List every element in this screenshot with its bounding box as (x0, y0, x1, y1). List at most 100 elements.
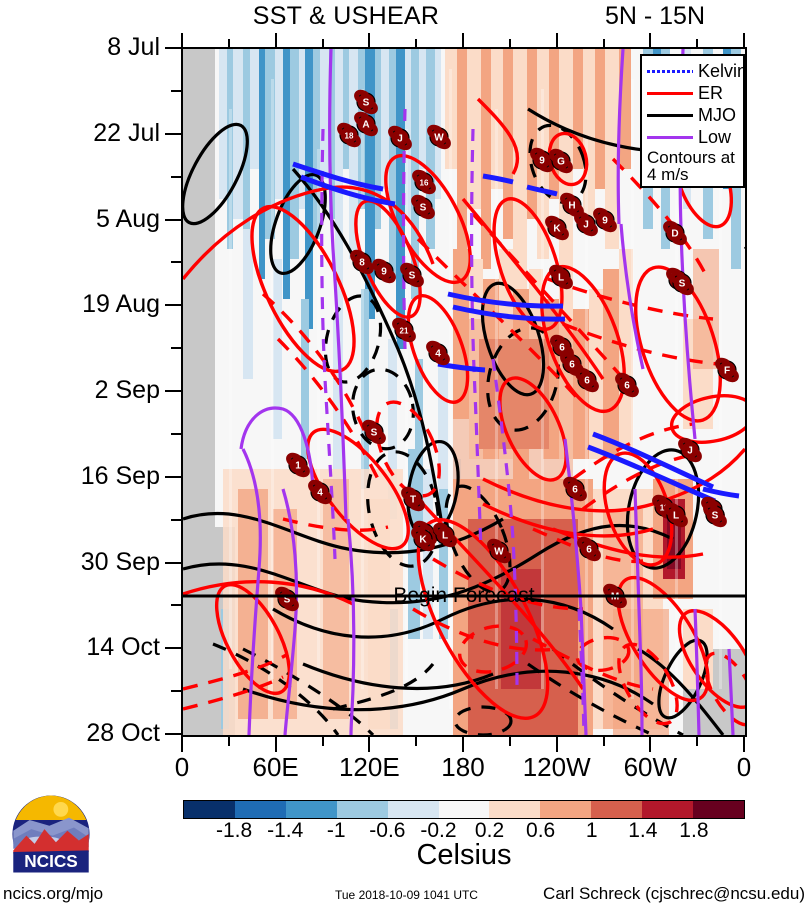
storm-marker-label: L (442, 531, 448, 542)
colorbar-tick: -1.8 (215, 819, 253, 842)
storm-marker: 9 (372, 258, 396, 284)
y-tick-major (165, 304, 181, 307)
colorbar-segment (336, 801, 388, 818)
x-tick-major (462, 33, 464, 47)
x-axis-label: 0 (736, 752, 752, 782)
storm-marker-label: 4 (435, 349, 441, 360)
storm-marker: 6 (575, 367, 599, 393)
y-axis-label: 22 Jul (93, 118, 160, 147)
legend-label-kelvin: Kelvin (698, 61, 748, 81)
colorbar-tick: 0.6 (526, 819, 556, 842)
storm-marker-label: 6 (584, 376, 590, 387)
colorbar-segment (387, 801, 439, 818)
x-tick-major (274, 33, 277, 47)
storm-marker: 18 (337, 122, 361, 148)
y-axis-label: 16 Sep (80, 461, 160, 490)
storm-marker-label: F (724, 366, 730, 377)
y-tick-minor (171, 175, 181, 178)
storm-marker-label: S (420, 203, 427, 214)
storm-marker: 6 (615, 372, 639, 398)
y-axis-label: 14 Oct (86, 633, 160, 662)
storm-marker: W (427, 124, 451, 150)
colorbar-segment (693, 801, 744, 818)
storm-marker: 16 (412, 169, 436, 195)
storm-marker: G (549, 148, 573, 174)
x-tick-minor (602, 39, 605, 47)
y-tick-major (165, 647, 181, 650)
storm-marker-label: 18 (345, 132, 354, 141)
storm-marker: L (433, 522, 457, 548)
storm-marker: S (400, 262, 424, 288)
colorbar-tick: 0.2 (474, 819, 505, 842)
colorbar-segment (234, 801, 286, 818)
colorbar-tick: 1 (585, 819, 598, 842)
logo-text: NCICS (24, 851, 78, 871)
storm-marker-label: S (679, 279, 686, 290)
y-tick-major (165, 390, 181, 392)
storm-marker: 9 (593, 207, 617, 233)
colorbar (183, 800, 745, 819)
storm-marker: S (703, 502, 727, 528)
colorbar-tick: -0.6 (369, 819, 406, 842)
y-tick-major (165, 733, 181, 735)
storm-marker-label: S (712, 511, 719, 522)
storm-marker: 4 (426, 340, 450, 366)
x-axis-label: 0 (174, 752, 190, 782)
storm-marker-label: W (434, 133, 444, 144)
x-axis-label: 120E (338, 752, 400, 782)
storm-marker-label: S (409, 271, 416, 282)
storm-marker-label: K (419, 535, 427, 546)
legend-note: Contours at 4 m/s (647, 148, 735, 184)
legend-item-low: Low (647, 126, 738, 148)
y-tick-major (165, 218, 181, 221)
y-tick-minor (171, 518, 181, 521)
storm-marker-label: S (284, 595, 291, 606)
storm-marker: D (663, 220, 687, 246)
legend-label-er: ER (698, 83, 724, 103)
y-axis-label: 28 Oct (86, 719, 160, 747)
storm-marker-label: 1 (295, 461, 301, 472)
y-tick-minor (171, 432, 181, 435)
y-axis-label: 8 Jul (107, 33, 160, 61)
x-axis-label: 180 (441, 752, 485, 782)
storm-marker-label: 16 (420, 179, 429, 188)
legend-box: Kelvin ER MJO Low Contours at 4 m/s (640, 54, 748, 188)
storm-marker: S (362, 419, 386, 445)
colorbar-tick: 1.8 (679, 819, 709, 842)
storm-marker-label: S (371, 428, 378, 439)
colorbar-segment (489, 801, 541, 818)
footer-website[interactable]: ncics.org/mjo (3, 884, 104, 903)
y-tick-minor (171, 261, 181, 264)
x-tick-minor (415, 39, 418, 47)
footer-timestamp: Tue 2018-10-09 1041 UTC (335, 888, 478, 902)
storm-markers: SA18JW9GH16SKJ9D89SLES21466F66SJ14T611LK… (275, 89, 739, 612)
x-tick-minor (508, 39, 511, 47)
x-tick-major (368, 737, 371, 752)
hovmoller-plot: SA18JW9GH16SKJ9D89SLES21466F66SJ14T611LK… (181, 47, 747, 737)
colorbar-segment (184, 801, 235, 818)
storm-marker-label: 9 (381, 267, 387, 278)
plot-canvas: SA18JW9GH16SKJ9D89SLES21466F66SJ14T611LK… (183, 49, 745, 735)
storm-marker-label: D (671, 229, 678, 240)
x-tick-major (743, 737, 745, 752)
storm-marker-label: J (397, 134, 403, 145)
x-tick-major (649, 33, 652, 47)
legend-label-low: Low (698, 127, 732, 147)
storm-marker-label: 6 (586, 545, 592, 556)
x-tick-major (743, 33, 745, 47)
colorbar-tick: -1.4 (267, 819, 304, 842)
storm-marker: 6 (563, 476, 587, 502)
storm-marker: A (354, 111, 378, 137)
x-tick-minor (508, 737, 511, 746)
storm-marker: H (560, 192, 584, 218)
storm-marker-label: J (583, 220, 589, 231)
x-tick-minor (415, 737, 418, 746)
colorbar-segment (285, 801, 337, 818)
storm-marker: L (549, 264, 573, 290)
x-tick-minor (227, 737, 230, 746)
y-tick-major (165, 561, 181, 564)
er-contours (183, 97, 745, 720)
ncics-logo: NCICS (12, 795, 90, 873)
storm-marker: L (664, 502, 688, 528)
storm-marker: 1 (286, 452, 310, 478)
